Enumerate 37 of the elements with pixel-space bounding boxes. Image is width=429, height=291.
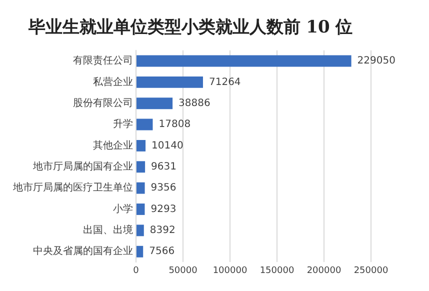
data-label: 17808 <box>158 119 191 130</box>
data-label: 10140 <box>152 140 184 152</box>
y-tick-label: 出国、出境 <box>83 224 133 236</box>
y-tick-label: 中央及省属的国有企业 <box>33 245 133 258</box>
y-tick-label: 地市厅局属的医疗卫生单位 <box>12 182 133 194</box>
bar <box>136 182 145 194</box>
data-label: 229050 <box>357 56 396 67</box>
bar <box>136 246 144 258</box>
y-tick-label: 私营企业 <box>93 76 133 88</box>
bar <box>136 55 352 67</box>
bar <box>136 118 153 130</box>
bar <box>136 224 144 236</box>
y-tick-label: 地市厅局属的国有企业 <box>32 160 133 172</box>
bar <box>136 161 146 173</box>
bar <box>136 98 173 110</box>
x-tick-label: 50000 <box>168 266 198 276</box>
data-label: 9293 <box>150 204 176 215</box>
bar <box>136 204 145 215</box>
x-tick-label: 200000 <box>306 266 342 276</box>
data-label: 7566 <box>149 246 175 258</box>
data-label: 8392 <box>150 225 176 236</box>
y-tick-label: 小学 <box>113 202 133 215</box>
data-label: 38886 <box>178 98 210 109</box>
chart-title: 毕业生就业单位类型小类就业人数前 10 位 <box>27 18 353 38</box>
data-label: 9356 <box>150 182 176 194</box>
y-tick-label: 升学 <box>113 118 133 130</box>
bar <box>136 140 146 152</box>
y-tick-label: 有限责任公司 <box>73 54 133 67</box>
x-tick-label: 250000 <box>354 266 388 276</box>
data-label: 71264 <box>208 76 241 88</box>
x-tick-label: 0 <box>133 266 140 276</box>
x-tick-label: 100000 <box>212 266 248 276</box>
x-tick-label: 150000 <box>260 266 294 276</box>
data-label: 9631 <box>151 161 177 172</box>
y-tick-label: 其他企业 <box>93 139 133 152</box>
y-tick-label: 股份有限公司 <box>73 96 133 109</box>
bar <box>136 76 203 88</box>
